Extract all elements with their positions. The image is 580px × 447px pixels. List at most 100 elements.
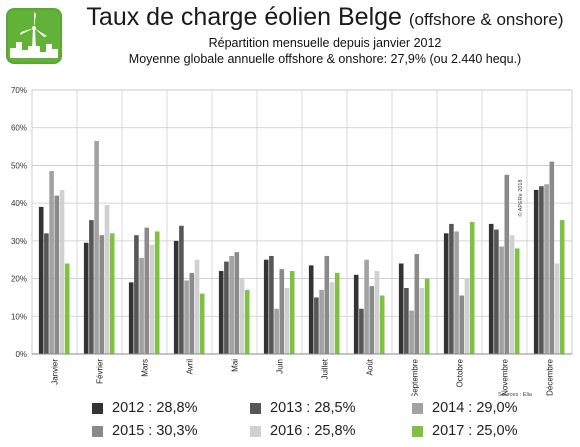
legend-swatch [412,402,423,414]
source-note: Sources : Elia [498,392,533,396]
x-tick-label: Mai [231,359,240,372]
legend-item: 2017 : 25,0% [412,423,517,439]
bar [334,272,340,354]
legend-item: 2014 : 29,0% [412,400,517,416]
bar [454,231,459,354]
y-tick-label: 40% [11,199,27,208]
legend-label: 2014 : 29,0% [432,400,518,416]
legend-item: 2012 : 28,8% [92,400,197,416]
x-tick-label: Janvier [51,359,60,385]
bar [464,278,470,354]
legend-label: 2015 : 30,3% [112,423,198,439]
bar [404,288,409,354]
bar [364,259,369,354]
bar [44,233,49,354]
bar [83,242,89,354]
bar [469,222,475,354]
legend-swatch [92,402,103,414]
bar [128,282,134,354]
bar [324,255,330,354]
bar [409,310,414,354]
x-tick-label: Juin [276,359,285,374]
bar [244,289,250,354]
bar [369,286,375,354]
legend-swatch [250,402,261,414]
bar [353,274,359,354]
x-tick-label: Juillet [321,358,330,379]
bar [494,229,499,354]
legend-label: 2017 : 25,0% [432,423,518,439]
bar [443,233,449,354]
bar [99,235,105,354]
bar [139,257,144,354]
legend-label: 2012 : 28,8% [112,400,198,416]
bar [314,297,319,354]
bar [269,255,274,354]
chart-subtitle-average: Moyenne globale annuelle offshore & onsh… [128,52,522,66]
bar [263,259,269,354]
bar [179,225,184,354]
x-tick-label: Décembre [546,358,555,395]
bar [459,295,465,354]
bar [224,261,229,354]
bar [359,308,364,354]
bar [504,174,510,354]
bar [379,295,385,354]
bar [154,231,160,354]
bar [414,254,420,354]
bar [38,206,44,354]
bar [218,271,224,354]
legend-item: 2016 : 25,8% [250,423,355,439]
bar [509,235,515,354]
y-tick-label: 70% [11,86,27,95]
bar [104,205,110,354]
y-tick-label: 10% [11,312,27,321]
bar [514,248,520,354]
bar-chart: 0% 10% 20% 30% 40% 50% 60% 70% Janvier Février Mar… [11,86,573,396]
bar [229,255,234,354]
legend-swatch [250,425,261,437]
chart-title-suffix: (offshore & onshore) [408,10,564,29]
y-tick-label: 60% [11,124,27,133]
bar [419,288,425,354]
bar [308,265,314,354]
bar [329,282,335,354]
legend-swatch [412,425,423,437]
bar [319,289,324,354]
bar [59,189,65,354]
bar [488,223,494,354]
bar [374,271,380,354]
bar [109,233,115,354]
bar [449,223,454,354]
x-tick-label: Août [366,358,375,375]
copyright-note: © APERe 2018 [517,179,524,216]
bar [89,220,94,354]
bar [239,278,245,354]
bar [64,263,70,354]
x-tick-label: Octobre [456,358,465,387]
chart-title: Taux de charge éolien Belge (offshore & … [86,3,564,31]
bar [398,263,404,354]
legend-swatch [92,425,103,437]
bar [184,280,189,354]
bar [149,244,155,354]
bar [279,269,285,354]
x-tick-label: Avril [186,359,195,375]
bar [49,171,54,354]
bar [559,220,565,354]
legend-label: 2013 : 28,5% [270,400,356,416]
bar [554,263,560,354]
bar [544,184,549,354]
bar [549,161,555,354]
y-tick-label: 0% [15,350,27,359]
bar [173,240,179,354]
bar [289,271,295,354]
bar [54,195,60,354]
bar [144,227,150,354]
y-tick-label: 20% [11,275,27,284]
x-tick-label: Mars [141,359,150,377]
bar [94,140,99,354]
chart-subtitle: Répartition mensuelle depuis janvier 201… [208,36,442,50]
legend-label: 2016 : 25,8% [270,423,356,439]
chart-legend: 2012 : 28,8% 2013 : 28,5% 2014 : 29,0% 2015… [0,396,580,447]
